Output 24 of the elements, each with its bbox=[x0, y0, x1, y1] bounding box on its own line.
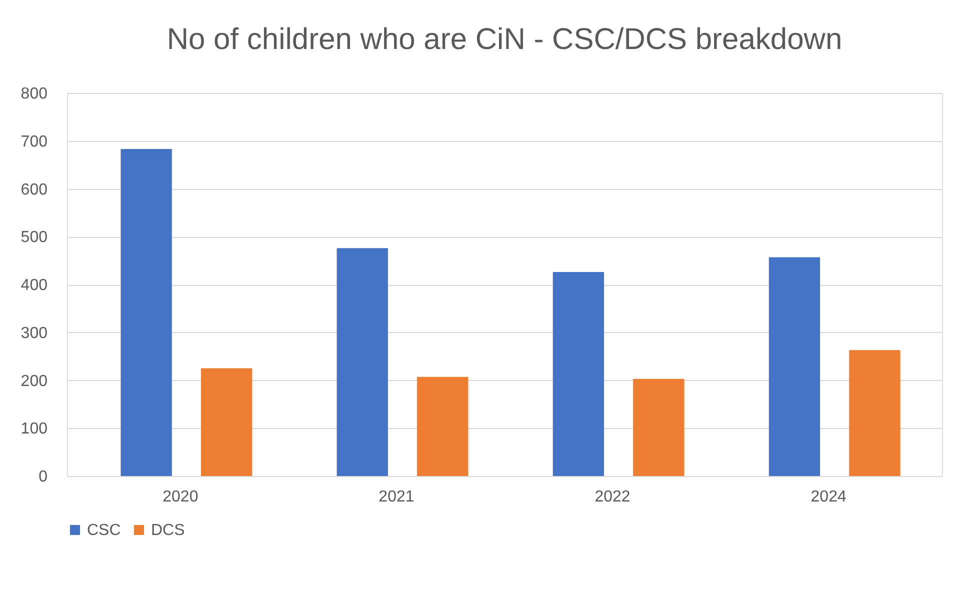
x-tick-label: 2021 bbox=[378, 488, 414, 506]
x-tick-label: 2022 bbox=[594, 488, 630, 506]
y-tick-label: 200 bbox=[20, 372, 48, 390]
bar bbox=[768, 257, 820, 476]
y-tick-label: 600 bbox=[20, 181, 48, 198]
y-tick-label: 300 bbox=[20, 324, 48, 342]
legend-label: DCS bbox=[151, 522, 185, 539]
bar bbox=[336, 248, 388, 476]
x-tick-label: 2024 bbox=[810, 488, 846, 506]
y-tick-label: 700 bbox=[20, 133, 48, 150]
y-tick-label: 500 bbox=[20, 229, 48, 246]
legend-label: CSC bbox=[87, 522, 121, 539]
y-tick-label: 100 bbox=[20, 420, 48, 438]
bar bbox=[633, 378, 684, 476]
bar bbox=[552, 272, 604, 476]
bar bbox=[417, 376, 468, 476]
bar bbox=[849, 350, 900, 476]
y-tick-label: 800 bbox=[20, 86, 48, 102]
y-tick-label: 400 bbox=[20, 277, 48, 294]
bar bbox=[200, 368, 252, 476]
bar bbox=[120, 149, 172, 476]
x-tick-label: 2020 bbox=[162, 488, 198, 506]
chart-title: No of children who are CiN - CSC/DCS breakdown bbox=[166, 23, 842, 56]
y-tick-label: 0 bbox=[38, 468, 48, 486]
